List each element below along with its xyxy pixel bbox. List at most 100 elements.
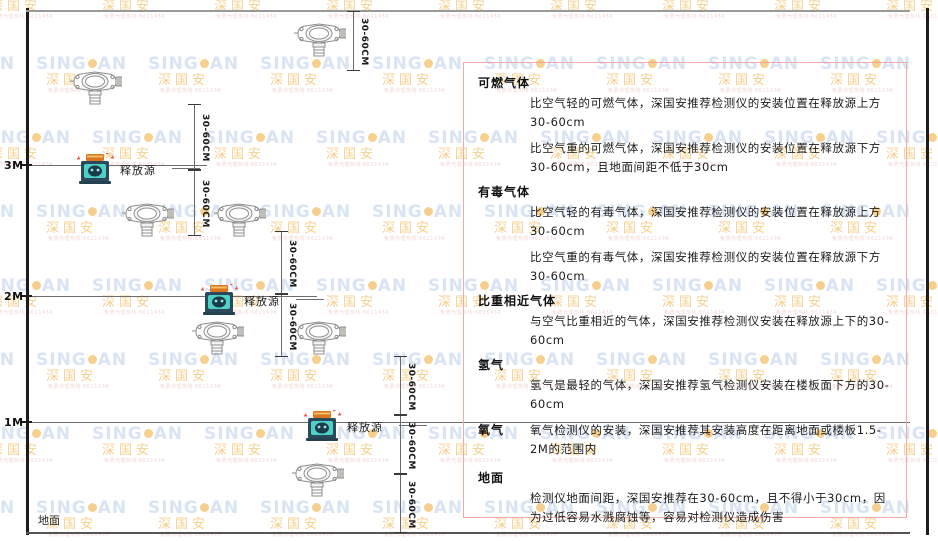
level-label-1M: 1M [4, 416, 24, 429]
section-heading: 地面 [478, 471, 505, 485]
dimension-arrow-top [275, 231, 288, 232]
release-source-label: 释放源 [347, 421, 383, 434]
dimension-label: 30-60CM [287, 239, 297, 288]
release-source-icon [201, 284, 238, 315]
section-paragraph: 检测仪地面间距，深国安推荐在30-60cm，且不得小于30cm，因为过低容易水溅… [530, 491, 886, 524]
gas-detector-icon [294, 321, 347, 355]
ground-line [26, 532, 910, 534]
dimension-arrow-bottom [275, 356, 288, 357]
recommendations-panel: 可燃气体比空气轻的可燃气体，深国安推荐检测仪的安装位置在释放源上方30-60cm… [463, 62, 907, 524]
section-heading: 有毒气体 [478, 185, 531, 199]
level-tick-3M [20, 164, 32, 166]
release-connector [172, 168, 200, 169]
release-connector [296, 299, 324, 300]
level-tick-2M [20, 295, 32, 297]
gas-detector [290, 460, 345, 504]
dimension-arrow-top [394, 415, 407, 416]
level-label-2M: 2M [4, 290, 24, 303]
dimension-stem [400, 415, 401, 474]
gas-detector-icon [292, 463, 345, 497]
section-paragraph: 比空气轻的有毒气体，深国安推荐检测仪的安装位置在释放源上方30-60cm [530, 205, 881, 238]
section-heading: 氢气 [478, 358, 505, 372]
level-line-2M [27, 296, 317, 297]
dimension-stem [281, 294, 282, 357]
dimension-arrow-bottom [394, 414, 407, 415]
gas-detector [120, 200, 175, 244]
section-paragraph: 比空气重的可燃气体，深国安推荐检测仪的安装位置在释放源下方30-60cm，且地面… [530, 141, 881, 174]
dimension-arrow-top [188, 170, 201, 171]
dimension-label: 30-60CM [406, 480, 416, 529]
release-source-icon [77, 153, 114, 184]
dimension-label: 30-60CM [200, 114, 210, 162]
dimension-arrow-top [188, 104, 201, 105]
vertical-axis-right [926, 8, 929, 535]
dimension-label: 30-60CM [287, 302, 297, 351]
release-source-icon [304, 410, 341, 441]
dimension-label: 30-60CM [200, 180, 210, 228]
dimension-arrow-bottom [347, 70, 360, 71]
panel-section: 有毒气体比空气轻的有毒气体，深国安推荐检测仪的安装位置在释放源上方30-60cm… [478, 184, 894, 286]
gas-detector [68, 68, 123, 112]
dimension-arrow-bottom [394, 532, 407, 533]
dimension-stem [281, 231, 282, 294]
section-heading: 氧气 [478, 423, 505, 437]
panel-section: 比重相近气体与空气比重相近的气体，深国安推荐检测仪安装在释放源上下的30-60c… [478, 293, 894, 350]
release-source [303, 409, 343, 447]
dimension-arrow-top [347, 11, 360, 12]
dimension-stem [400, 356, 401, 415]
dimension-label: 30-60CM [359, 18, 369, 66]
gas-detector [190, 318, 245, 362]
section-paragraph: 氧气检测仪的安装，深国安推荐其安装高度在距离地面或楼板1.5-2M的范围内 [530, 423, 882, 456]
release-source [200, 283, 240, 321]
gas-detector [212, 200, 267, 244]
gas-detector-icon [122, 203, 175, 237]
panel-section: 地面检测仪地面间距，深国安推荐在30-60cm，且不得小于30cm，因为过低容易… [478, 470, 894, 527]
section-paragraph: 比空气轻的可燃气体，深国安推荐检测仪的安装位置在释放源上方30-60cm [530, 96, 881, 129]
section-paragraph: 与空气比重相近的气体，深国安推荐检测仪安装在释放源上下的30-60cm [530, 314, 890, 347]
gas-detector-icon [214, 203, 267, 237]
gas-detector [292, 318, 347, 362]
gas-detector-icon [70, 71, 123, 105]
level-line-1M [27, 422, 910, 423]
dimension-arrow-top [275, 294, 288, 295]
level-label-3M: 3M [4, 159, 24, 172]
dimension-arrow-top [394, 474, 407, 475]
gas-detector-icon [294, 23, 347, 57]
section-heading: 比重相近气体 [478, 294, 557, 308]
release-source [76, 152, 116, 190]
release-connector [399, 425, 427, 426]
section-heading: 可燃气体 [478, 76, 531, 90]
dimension-arrow-bottom [394, 473, 407, 474]
dimension-label: 30-60CM [406, 362, 416, 411]
panel-section: 氢气氢气是最轻的气体，深国安推荐氢气检测仪安装在楼板面下方的30-60cm [478, 357, 894, 414]
panel-section: 可燃气体比空气轻的可燃气体，深国安推荐检测仪的安装位置在释放源上方30-60cm… [478, 75, 894, 177]
dimension-arrow-bottom [188, 235, 201, 236]
ground-label: 地面 [38, 514, 60, 527]
ceiling-line [26, 10, 910, 12]
level-tick-1M [20, 421, 32, 423]
dimension-label: 30-60CM [406, 421, 416, 470]
section-paragraph: 氢气是最轻的气体，深国安推荐氢气检测仪安装在楼板面下方的30-60cm [530, 378, 890, 411]
dimension-stem [400, 474, 401, 533]
section-paragraph: 比空气重的有毒气体，深国安推荐检测仪的安装位置在释放源下方30-60cm [530, 250, 881, 283]
panel-section: 氧气 氧气检测仪的安装，深国安推荐其安装高度在距离地面或楼板1.5-2M的范围内 [478, 421, 894, 466]
dimension-arrow-top [394, 356, 407, 357]
vertical-axis-left [26, 8, 29, 535]
